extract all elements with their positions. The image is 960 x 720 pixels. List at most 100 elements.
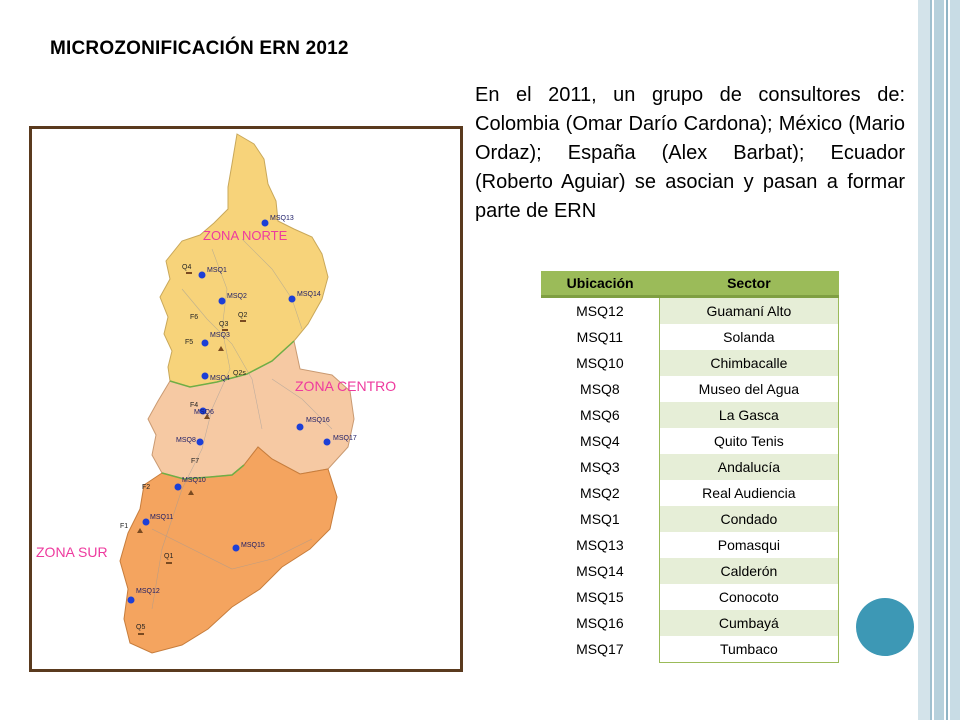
station-sector-table: Ubicación Sector MSQ12 Guamaní Alto MSQ11… (541, 271, 840, 663)
zone-border-line (161, 464, 245, 480)
point-marker (138, 633, 144, 635)
cell-ubicacion: MSQ14 (541, 558, 660, 584)
cell-ubicacion: MSQ12 (541, 296, 660, 324)
column-header-sector: Sector (659, 271, 839, 297)
table-row: MSQ6 La Gasca (541, 402, 840, 428)
zone-norte-label: ZONA NORTE (203, 228, 288, 243)
station-marker (196, 438, 204, 446)
station-label: MSQ14 (297, 291, 321, 298)
station-marker (201, 372, 209, 380)
cell-sector: Chimbacalle (658, 350, 840, 376)
station-label: MSQ10 (182, 477, 206, 484)
decorative-circle (856, 598, 914, 656)
point-label: F7 (191, 458, 199, 465)
cell-sector: Guamaní Alto (658, 296, 840, 324)
cell-ubicacion: MSQ11 (541, 324, 660, 350)
station-label: MSQ16 (306, 417, 330, 424)
cell-sector: Calderón (658, 558, 840, 584)
station-marker (198, 271, 206, 279)
station-marker (199, 407, 207, 415)
station-label: MSQ17 (333, 435, 357, 442)
station-marker (218, 297, 226, 305)
zone-sur-label: ZONA SUR (36, 544, 108, 560)
slide-border-stripe (934, 0, 944, 720)
station-label: MSQ4 (210, 375, 230, 382)
slide-border-stripe (930, 0, 932, 720)
station-label: MSQ15 (241, 542, 265, 549)
point-label: Q1 (164, 553, 173, 560)
station-label: MSQ11 (150, 514, 173, 521)
station-label: MSQ6 (194, 409, 214, 416)
table-row: MSQ12 Guamaní Alto (541, 296, 840, 324)
point-marker (222, 329, 228, 331)
cell-sector: Quito Tenis (658, 428, 840, 454)
cell-ubicacion: MSQ16 (541, 610, 660, 636)
point-label: F2 (142, 484, 150, 491)
cell-ubicacion: MSQ15 (541, 584, 660, 610)
slide-border-stripe (918, 0, 930, 720)
point-label: F1 (120, 523, 128, 530)
zone-border-line (169, 340, 295, 388)
zone-norte-area (159, 133, 329, 388)
station-label: MSQ13 (270, 215, 294, 222)
cell-ubicacion: MSQ4 (541, 428, 660, 454)
point-label: Q3 (219, 321, 228, 328)
station-marker (174, 483, 182, 491)
slide-title: MICROZONIFICACIÓN ERN 2012 (50, 38, 349, 59)
station-marker (296, 423, 304, 431)
station-marker (201, 339, 209, 347)
point-label: Q4 (182, 264, 191, 271)
cell-sector: Museo del Agua (658, 376, 840, 402)
point-label: F6 (190, 314, 198, 321)
point-label: Q5 (136, 624, 145, 631)
station-label: MSQ8 (176, 437, 196, 444)
cell-sector: Real Audiencia (658, 480, 840, 506)
table-row: MSQ10 Chimbacalle (541, 350, 840, 376)
cell-ubicacion: MSQ17 (541, 636, 660, 663)
table-row: MSQ17 Tumbaco (541, 636, 840, 663)
point-label: F4 (190, 402, 198, 409)
table-row: MSQ16 Cumbayá (541, 610, 840, 636)
cell-sector: Pomasqui (658, 532, 840, 558)
cell-sector: Andalucía (658, 454, 840, 480)
point-marker (218, 346, 224, 351)
station-label: MSQ1 (207, 267, 227, 274)
slide-border-stripe (946, 0, 948, 720)
table-row: MSQ11 Solanda (541, 324, 840, 350)
table-row: MSQ1 Condado (541, 506, 840, 532)
point-marker (166, 562, 172, 564)
station-label: MSQ2 (227, 293, 247, 300)
cell-ubicacion: MSQ3 (541, 454, 660, 480)
cell-ubicacion: MSQ1 (541, 506, 660, 532)
cell-ubicacion: MSQ6 (541, 402, 660, 428)
station-marker (232, 544, 240, 552)
column-header-ubicacion: Ubicación (541, 271, 660, 297)
map-road-lines (151, 238, 333, 610)
quito-zone-map: ZONA NORTE ZONA CENTRO ZONA SUR MSQ13 MS… (29, 126, 463, 672)
cell-sector: Conocoto (658, 584, 840, 610)
table-row: MSQ3 Andalucía (541, 454, 840, 480)
station-marker (323, 438, 331, 446)
table-row: MSQ14 Calderón (541, 558, 840, 584)
cell-sector: La Gasca (658, 402, 840, 428)
station-label: MSQ12 (136, 588, 160, 595)
cell-ubicacion: MSQ13 (541, 532, 660, 558)
table-header-row: Ubicación Sector (541, 271, 839, 297)
cell-sector: Cumbayá (658, 610, 840, 636)
table-row: MSQ8 Museo del Agua (541, 376, 840, 402)
station-marker (142, 518, 150, 526)
cell-ubicacion: MSQ8 (541, 376, 660, 402)
cell-ubicacion: MSQ2 (541, 480, 660, 506)
point-marker (186, 272, 192, 274)
cell-sector: Tumbaco (658, 636, 840, 663)
point-label: Q2 (238, 312, 247, 319)
table-row: MSQ13 Pomasqui (541, 532, 840, 558)
point-marker (188, 490, 194, 495)
zone-sur-area (119, 446, 338, 654)
point-marker (240, 320, 246, 322)
table-row: MSQ4 Quito Tenis (541, 428, 840, 454)
station-marker (127, 596, 135, 604)
table-row: MSQ2 Real Audiencia (541, 480, 840, 506)
point-label: F5 (185, 339, 193, 346)
slide-border-stripe (950, 0, 960, 720)
